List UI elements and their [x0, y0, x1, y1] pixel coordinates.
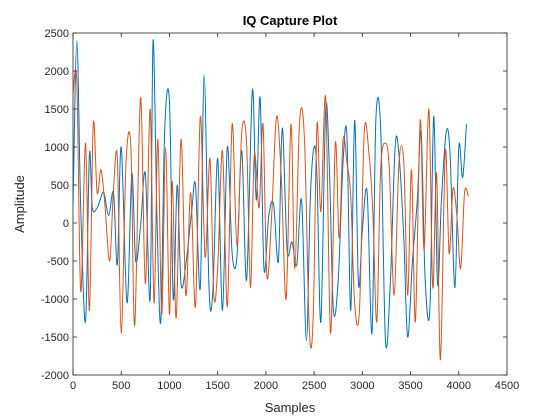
x-tick-label: 4500 [495, 380, 519, 392]
y-tick-label: 2500 [45, 28, 69, 40]
x-tick-label: 1000 [157, 380, 181, 392]
y-tick-label: -1500 [41, 332, 69, 344]
x-tick-label: 3000 [350, 380, 374, 392]
x-axis: 0 500 1000 1500 2000 2500 3000 3500 4000 4500 [70, 33, 519, 392]
series-layer [73, 39, 469, 361]
y-tick-label: 2000 [45, 66, 69, 78]
y-axis: -2000 -1500 -1000 -500 0 500 1000 1500 2000 2500 [41, 28, 507, 382]
x-axis-title: Samples [265, 400, 316, 415]
chart-title: IQ Capture Plot [243, 13, 338, 28]
x-tick-label: 3500 [398, 380, 422, 392]
y-tick-label: 0 [63, 218, 69, 230]
y-tick-label: 1500 [45, 104, 69, 116]
y-axis-title: Amplitude [12, 175, 27, 233]
y-tick-label: -500 [47, 256, 69, 268]
x-tick-label: 500 [112, 380, 130, 392]
y-tick-label: 500 [51, 180, 69, 192]
x-tick-label: 2500 [302, 380, 326, 392]
y-tick-label: -1000 [41, 294, 69, 306]
x-tick-label: 4000 [447, 380, 471, 392]
series-line-2 [73, 69, 469, 361]
x-tick-label: 1500 [205, 380, 229, 392]
y-tick-label: -2000 [41, 370, 69, 382]
y-tick-label: 1000 [45, 142, 69, 154]
x-tick-label: 2000 [254, 380, 278, 392]
x-tick-label: 0 [70, 380, 76, 392]
